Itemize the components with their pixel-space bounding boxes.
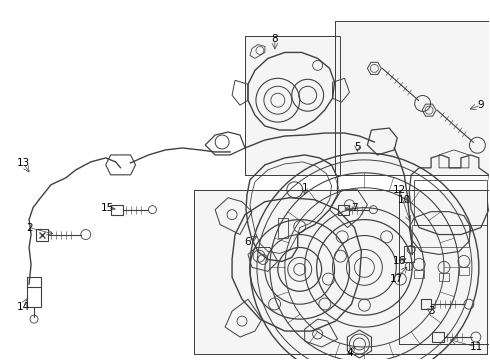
- Text: 3: 3: [428, 306, 435, 316]
- Text: 8: 8: [271, 33, 278, 44]
- Text: 16: 16: [392, 256, 406, 266]
- Polygon shape: [335, 21, 489, 175]
- Text: 1: 1: [301, 183, 308, 193]
- Text: 10: 10: [398, 195, 411, 205]
- Text: 6: 6: [245, 237, 251, 247]
- Polygon shape: [194, 190, 487, 354]
- Polygon shape: [399, 190, 489, 344]
- Text: 5: 5: [354, 142, 361, 152]
- Text: 7: 7: [351, 203, 358, 213]
- Text: 14: 14: [17, 302, 30, 312]
- Polygon shape: [245, 36, 340, 175]
- Text: 9: 9: [478, 100, 484, 110]
- Text: 17: 17: [390, 274, 403, 284]
- Text: 11: 11: [470, 342, 484, 352]
- Text: 15: 15: [101, 203, 114, 213]
- Text: 4: 4: [346, 348, 353, 358]
- Text: 2: 2: [26, 222, 32, 233]
- Text: 12: 12: [392, 185, 406, 195]
- Text: 13: 13: [17, 158, 30, 168]
